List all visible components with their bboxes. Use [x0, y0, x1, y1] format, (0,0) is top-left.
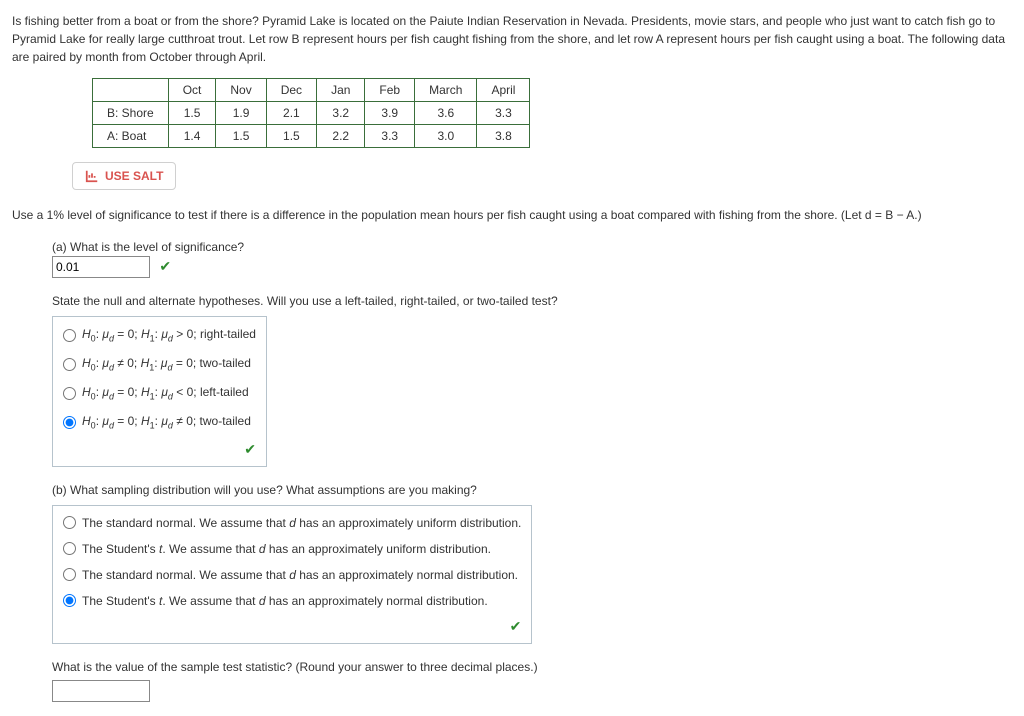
radio-input[interactable]	[63, 358, 76, 371]
hypothesis-options: H0: μd = 0; H1: μd > 0; right-tailed H0:…	[52, 316, 267, 467]
hypothesis-option[interactable]: H0: μd = 0; H1: μd > 0; right-tailed	[53, 321, 266, 350]
row-label: A: Boat	[93, 125, 169, 148]
check-icon: ✔	[53, 437, 266, 462]
row-label: B: Shore	[93, 102, 169, 125]
data-cell: 3.3	[365, 125, 415, 148]
data-cell: 3.2	[317, 102, 365, 125]
use-salt-button[interactable]: USE SALT	[72, 162, 176, 190]
radio-input[interactable]	[63, 516, 76, 529]
radio-input[interactable]	[63, 594, 76, 607]
data-cell: 1.5	[216, 125, 266, 148]
month-header: April	[477, 79, 530, 102]
part-a-question: (a) What is the level of significance?	[52, 238, 1012, 256]
distribution-option[interactable]: The Student's t. We assume that d has an…	[53, 588, 531, 614]
hypothesis-option[interactable]: H0: μd = 0; H1: μd < 0; left-tailed	[53, 379, 266, 408]
radio-input[interactable]	[63, 568, 76, 581]
data-cell: 1.4	[168, 125, 216, 148]
radio-input[interactable]	[63, 329, 76, 342]
distribution-option[interactable]: The standard normal. We assume that d ha…	[53, 562, 531, 588]
use-salt-label: USE SALT	[105, 169, 163, 183]
data-cell: 3.3	[477, 102, 530, 125]
data-cell: 3.9	[365, 102, 415, 125]
data-cell: 1.5	[266, 125, 316, 148]
radio-input[interactable]	[63, 416, 76, 429]
data-cell: 3.0	[415, 125, 477, 148]
data-cell: 1.9	[216, 102, 266, 125]
data-cell: 2.1	[266, 102, 316, 125]
check-icon: ✔	[53, 614, 531, 639]
month-header: Jan	[317, 79, 365, 102]
month-header: March	[415, 79, 477, 102]
radio-input[interactable]	[63, 542, 76, 555]
data-cell: 1.5	[168, 102, 216, 125]
part-b-question: (b) What sampling distribution will you …	[52, 481, 1012, 499]
main-question: Use a 1% level of significance to test i…	[12, 206, 1012, 224]
distribution-options: The standard normal. We assume that d ha…	[52, 505, 532, 644]
radio-input[interactable]	[63, 387, 76, 400]
data-table: OctNovDecJanFebMarchApril B: Shore1.51.9…	[92, 78, 530, 148]
hypothesis-question: State the null and alternate hypotheses.…	[52, 292, 1012, 310]
check-icon: ✔	[159, 258, 171, 274]
statistic-question: What is the value of the sample test sta…	[52, 658, 1012, 676]
month-header: Feb	[365, 79, 415, 102]
distribution-option[interactable]: The Student's t. We assume that d has an…	[53, 536, 531, 562]
hypothesis-option[interactable]: H0: μd ≠ 0; H1: μd = 0; two-tailed	[53, 350, 266, 379]
data-cell: 2.2	[317, 125, 365, 148]
month-header: Oct	[168, 79, 216, 102]
data-cell: 3.6	[415, 102, 477, 125]
data-cell: 3.8	[477, 125, 530, 148]
distribution-option[interactable]: The standard normal. We assume that d ha…	[53, 510, 531, 536]
month-header: Dec	[266, 79, 316, 102]
hypothesis-option[interactable]: H0: μd = 0; H1: μd ≠ 0; two-tailed	[53, 408, 266, 437]
statistic-input[interactable]	[52, 680, 150, 702]
significance-input[interactable]	[52, 256, 150, 278]
month-header: Nov	[216, 79, 266, 102]
chart-icon	[85, 169, 99, 183]
problem-intro: Is fishing better from a boat or from th…	[12, 12, 1012, 66]
